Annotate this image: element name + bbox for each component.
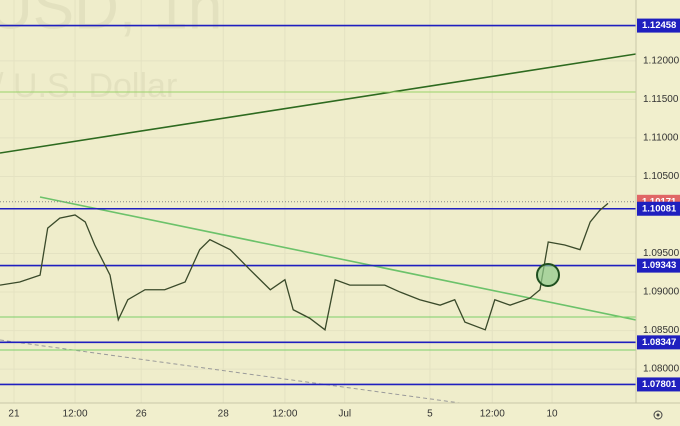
x-tick-label: 10 (546, 409, 558, 420)
trend-line (0, 53, 637, 154)
price-label: 1.12458 (642, 20, 676, 31)
y-tick-label: 1.10500 (643, 171, 680, 182)
watermark-symbol: USD, 1h (0, 0, 222, 42)
settings-icon[interactable] (653, 410, 663, 420)
price-label-bg (637, 377, 680, 392)
axes: 1.12000 1.11500 1.11000 1.10500 1.09500 1.090… (8, 18, 680, 420)
price-label-bg (637, 201, 680, 216)
price-label-bg (637, 258, 680, 273)
series (0, 202, 609, 331)
price-label: 1.09343 (642, 260, 676, 271)
y-tick-label: 1.11500 (643, 94, 679, 105)
price-label-bg (637, 18, 680, 33)
x-tick-label: 12:00 (63, 409, 88, 420)
highlight-circle (536, 263, 560, 287)
price-label: 1.07801 (642, 379, 677, 390)
y-tick-label: 1.11000 (643, 133, 679, 144)
price-label: 1.08347 (642, 337, 676, 348)
x-tick-label: 26 (136, 409, 148, 420)
price-label: 1.10081 (642, 203, 677, 214)
y-tick-label: 1.12000 (643, 56, 680, 67)
watermark-name: / U.S. Dollar (0, 67, 177, 105)
y-tick-label: 1.08000 (643, 364, 680, 375)
y-tick-label: 1.08500 (643, 325, 680, 336)
price-line (0, 202, 609, 331)
x-tick-label: 5 (427, 409, 433, 420)
y-tick-label: 1.09500 (643, 248, 680, 259)
x-tick-label: 28 (218, 409, 230, 420)
grid (0, 0, 636, 403)
x-tick-label: Jul (338, 409, 351, 420)
y-tick-label: 1.09000 (643, 287, 680, 298)
x-tick-label: 12:00 (272, 409, 297, 420)
x-tick-label: 21 (8, 409, 20, 420)
price-label-bg (637, 335, 680, 350)
x-tick-label: 12:00 (480, 409, 505, 420)
settings-icon-dot[interactable] (656, 413, 660, 417)
levels (0, 24, 636, 386)
trend-line (39, 196, 637, 321)
